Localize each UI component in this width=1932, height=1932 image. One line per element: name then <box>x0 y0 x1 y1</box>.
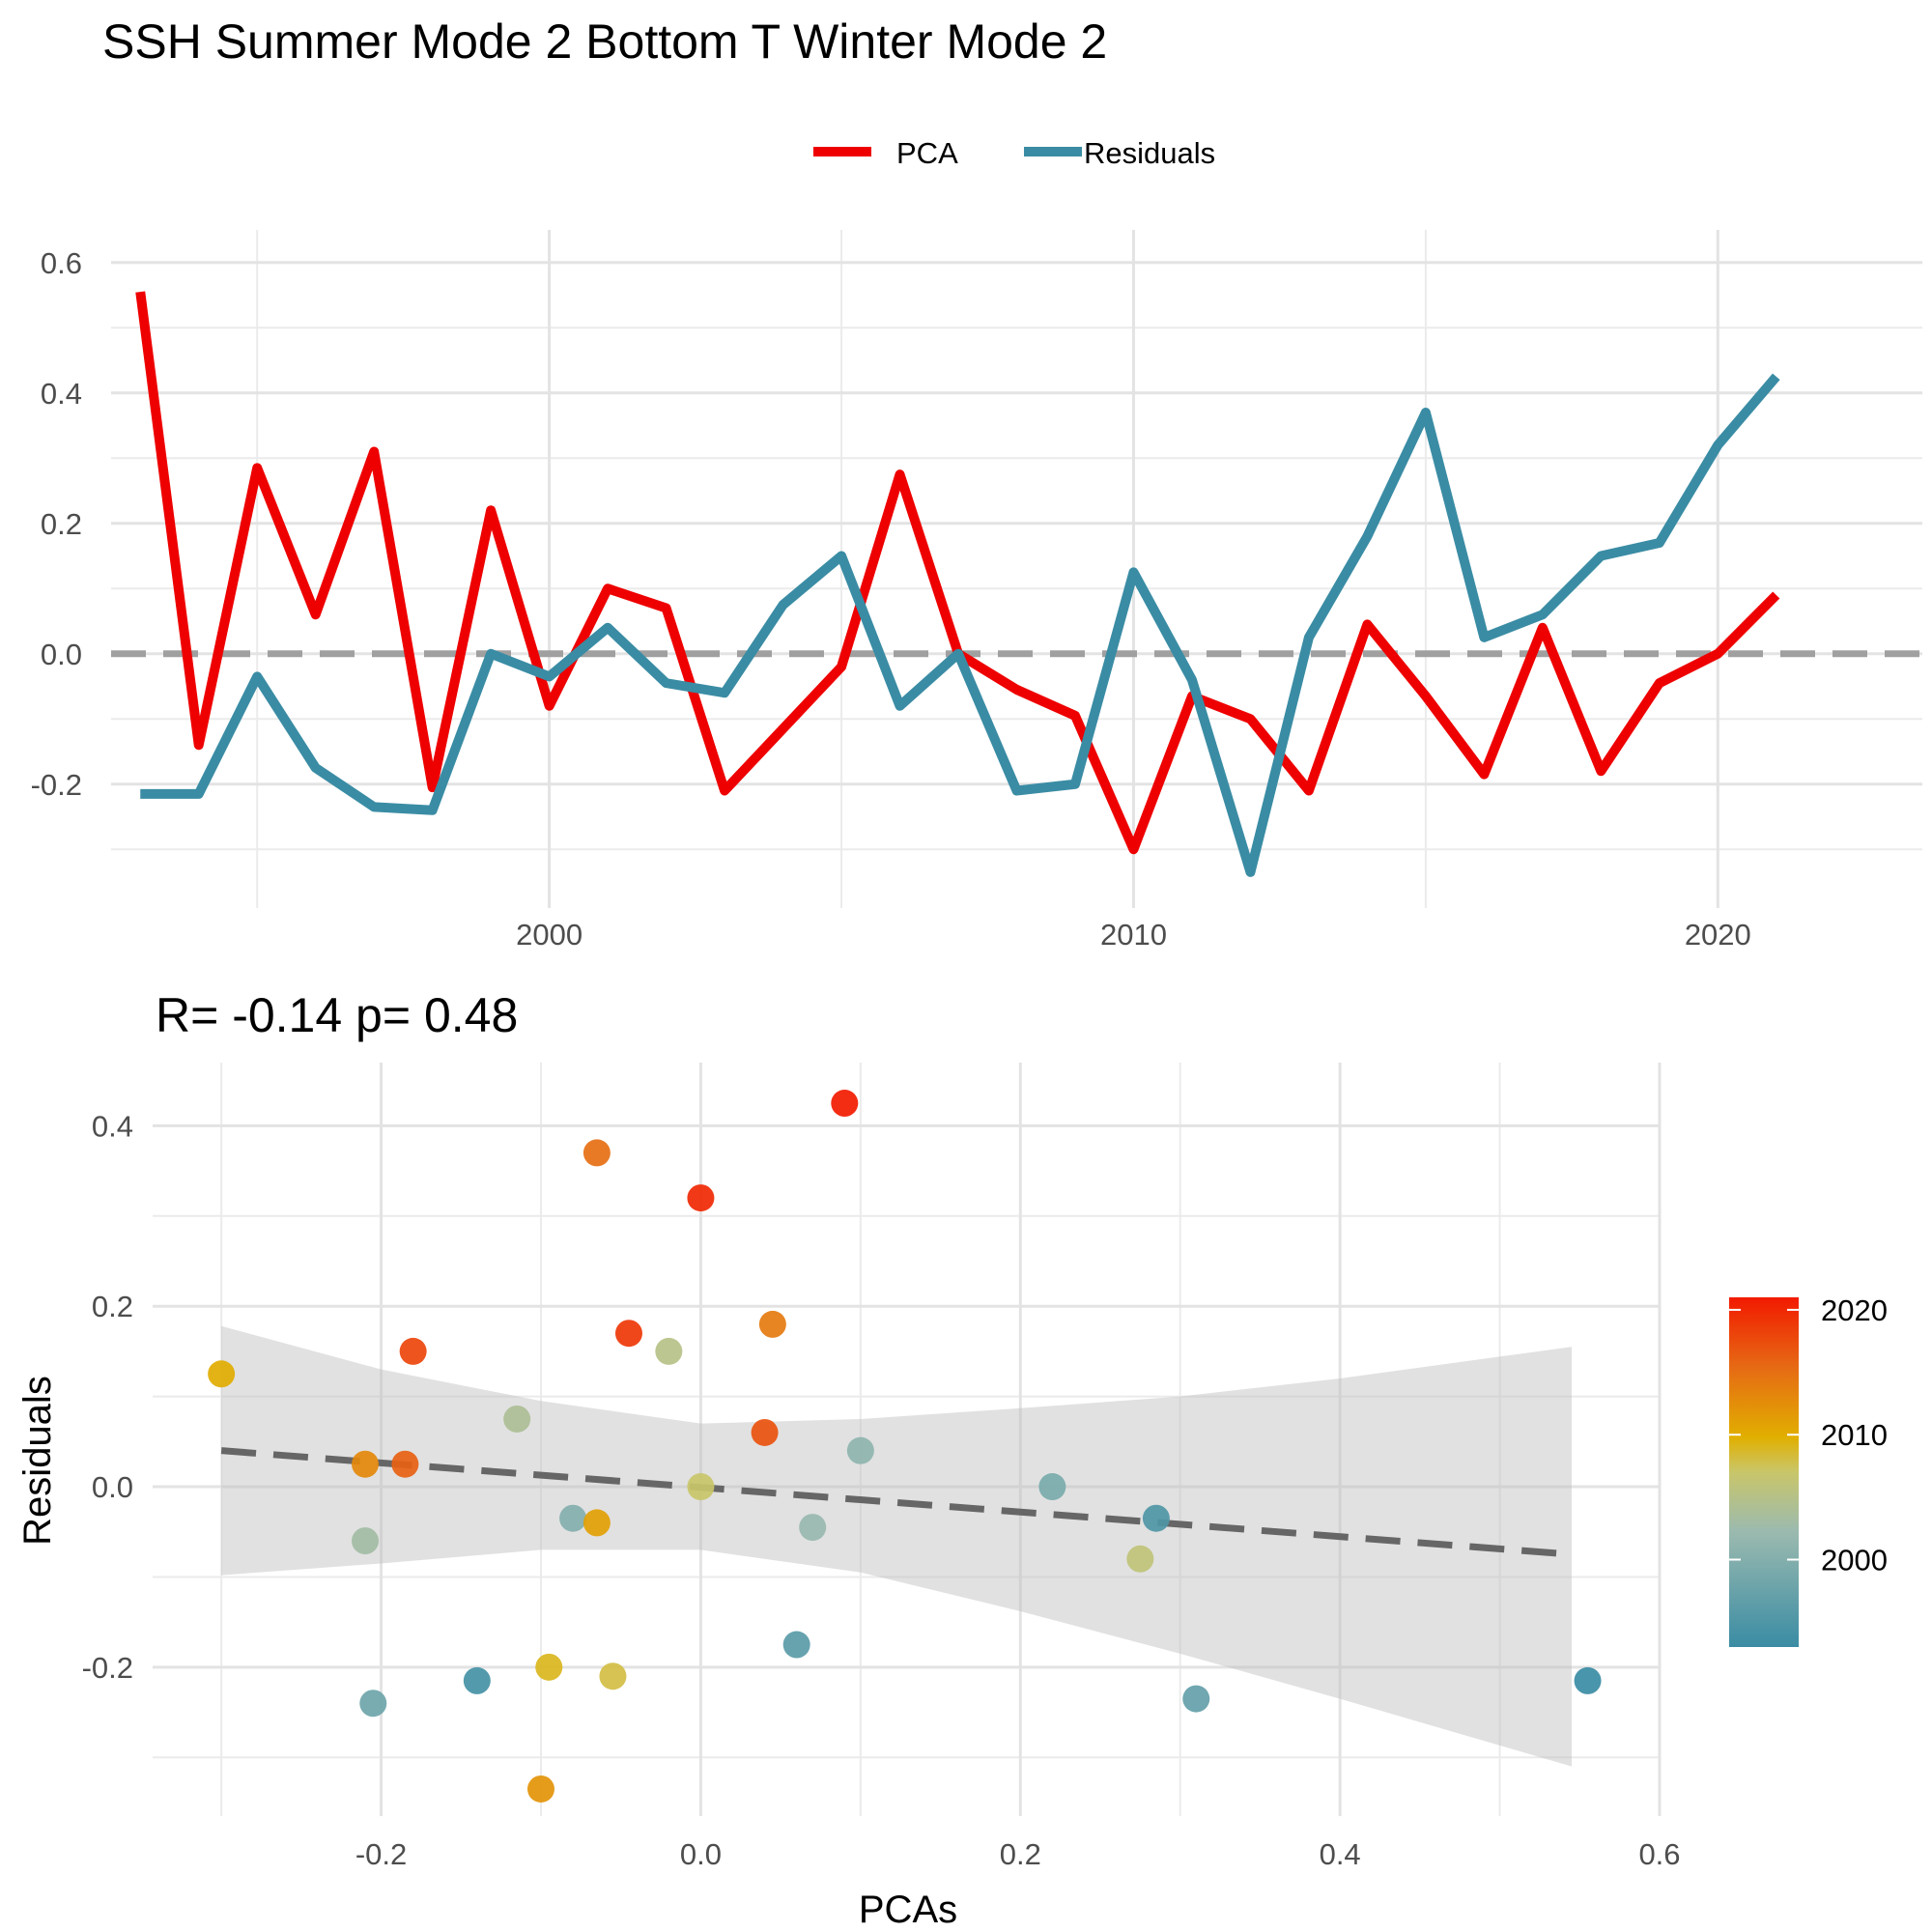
scatter-point <box>463 1666 491 1694</box>
scatter-point <box>758 1310 786 1338</box>
y-tick-label: 0.6 <box>41 246 82 280</box>
legend: PCA Residuals <box>813 136 1215 170</box>
y-tick-label: -0.2 <box>31 768 82 802</box>
scatter-point <box>687 1184 715 1212</box>
scatter-point <box>391 1450 419 1478</box>
y-tick-label: 0.4 <box>92 1109 133 1143</box>
scatter-point <box>799 1514 827 1542</box>
scatter-point <box>655 1337 683 1365</box>
scatter-point <box>1182 1685 1210 1713</box>
x-tick-label: 2000 <box>516 918 582 952</box>
scatter-point <box>687 1473 715 1501</box>
x-tick-label: 0.6 <box>1638 1837 1680 1871</box>
scatter-point <box>751 1418 779 1446</box>
scatter-point <box>399 1337 427 1365</box>
x-axis-title: PCAs <box>859 1889 957 1931</box>
y-tick-label: 0.2 <box>41 507 82 541</box>
y-tick-label: -0.2 <box>82 1651 133 1685</box>
top-panel: 0.6 0.4 0.2 0.0 -0.2 2000 2010 2020 <box>31 230 1922 952</box>
scatter-point <box>614 1320 642 1348</box>
scatter-point <box>559 1504 587 1532</box>
y-axis-title: Residuals <box>16 1376 59 1546</box>
scatter-point <box>535 1653 563 1681</box>
x-tick-label: 0.4 <box>1320 1837 1361 1871</box>
scatter-point <box>503 1405 531 1433</box>
series-line-residuals <box>140 373 1780 877</box>
top-series <box>135 291 1780 877</box>
scatter-point <box>359 1690 387 1718</box>
bottom-panel: -0.2 0.0 0.2 0.4 0.6 0.4 0.2 0.0 -0.2 PCAs Resid… <box>16 1063 1681 1931</box>
x-tick-label: 0.2 <box>1000 1837 1041 1871</box>
colorbar-tick-label: 2020 <box>1821 1293 1888 1327</box>
scatter-point <box>582 1509 611 1537</box>
scatter-point <box>1142 1504 1170 1532</box>
scatter-point <box>352 1450 380 1478</box>
colorbar-gradient <box>1729 1297 1799 1647</box>
page-title: SSH Summer Mode 2 Bottom T Winter Mode 2 <box>102 14 1108 69</box>
bottom-tick-labels: -0.2 0.0 0.2 0.4 0.6 0.4 0.2 0.0 -0.2 <box>82 1109 1681 1871</box>
scatter-point <box>208 1360 236 1388</box>
scatter-points <box>208 1090 1602 1803</box>
scatter-point <box>1038 1473 1066 1501</box>
x-tick-label: 2020 <box>1685 918 1751 952</box>
scatter-point <box>1574 1666 1602 1694</box>
y-tick-label: 0.4 <box>41 377 82 411</box>
scatter-point <box>526 1775 554 1803</box>
x-tick-label: -0.2 <box>355 1837 407 1871</box>
series-line-pca <box>135 291 1780 855</box>
confidence-band <box>221 1325 1573 1767</box>
legend-label-residuals: Residuals <box>1084 136 1215 170</box>
y-tick-label: 0.0 <box>92 1470 133 1504</box>
scatter-point <box>582 1139 611 1167</box>
correlation-annotation: R= -0.14 p= 0.48 <box>156 988 518 1042</box>
legend-label-pca: PCA <box>896 136 958 170</box>
y-tick-label: 0.0 <box>41 638 82 671</box>
scatter-point <box>352 1527 380 1555</box>
scatter-point <box>1126 1545 1154 1573</box>
scatter-point <box>831 1090 859 1118</box>
bottom-gridlines <box>153 1063 1662 1816</box>
x-tick-label: 0.0 <box>680 1837 722 1871</box>
scatter-point <box>599 1662 627 1690</box>
scatter-point <box>846 1436 874 1464</box>
colorbar-ticks: 2020 2010 2000 <box>1729 1293 1888 1577</box>
colorbar-tick-label: 2000 <box>1821 1544 1888 1577</box>
colorbar-tick-label: 2010 <box>1821 1418 1888 1452</box>
top-tick-labels: 0.6 0.4 0.2 0.0 -0.2 2000 2010 2020 <box>31 246 1751 952</box>
scatter-point <box>782 1631 810 1659</box>
x-tick-label: 2010 <box>1100 918 1167 952</box>
y-tick-label: 0.2 <box>92 1290 133 1323</box>
colorbar: 2020 2010 2000 <box>1729 1293 1888 1647</box>
regression-line <box>220 1447 1573 1558</box>
